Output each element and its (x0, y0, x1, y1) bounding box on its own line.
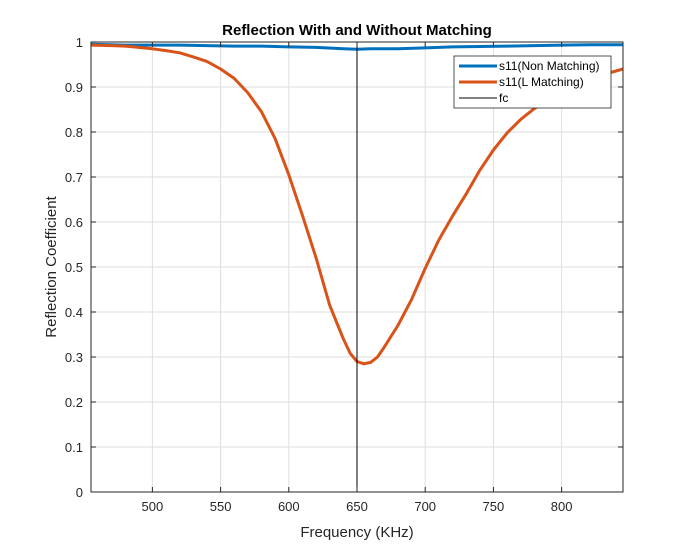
legend: s11(Non Matching) s11(L Matching) fc (453, 55, 612, 109)
x-tick-label: 700 (414, 499, 436, 514)
legend-label-l-matching: s11(L Matching) (499, 75, 584, 89)
y-tick-label: 0.4 (65, 305, 83, 320)
y-tick-label: 0.2 (65, 395, 83, 410)
y-tick-label: 0.6 (65, 215, 83, 230)
x-axis-label: Frequency (KHz) (300, 524, 413, 541)
plot-area (90, 42, 624, 492)
series-line-l-matching (90, 43, 624, 366)
y-axis-ticks: 0 0.1 0.2 0.3 0.4 0.5 0.6 0.7 0.8 0.9 1 (65, 35, 623, 500)
x-tick-label: 750 (483, 499, 505, 514)
y-axis-label: Reflection Coefficient (43, 195, 60, 337)
x-axis-ticks: 500 550 600 650 700 750 800 (142, 42, 573, 514)
y-tick-label: 0.7 (65, 170, 83, 185)
chart-title: Reflection With and Without Matching (222, 22, 492, 39)
y-tick-label: 0.9 (65, 80, 83, 95)
y-tick-label: 0.1 (65, 440, 83, 455)
x-tick-label: 500 (142, 499, 164, 514)
x-tick-label: 600 (278, 499, 300, 514)
x-tick-label: 800 (551, 499, 573, 514)
y-tick-label: 0.3 (65, 350, 83, 365)
y-tick-label: 0 (76, 485, 83, 500)
y-tick-label: 1 (76, 35, 83, 50)
legend-label-fc: fc (499, 91, 508, 105)
x-tick-label: 550 (210, 499, 232, 514)
legend-label-non-matching: s11(Non Matching) (499, 59, 600, 73)
y-tick-label: 0.8 (65, 125, 83, 140)
x-tick-label: 650 (346, 499, 368, 514)
y-tick-label: 0.5 (65, 260, 83, 275)
